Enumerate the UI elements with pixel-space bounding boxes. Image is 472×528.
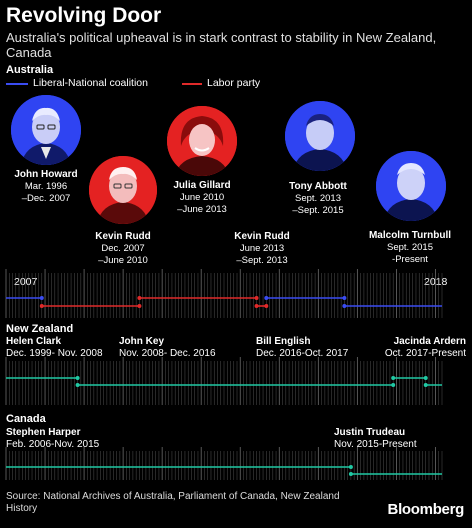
- pm-term: Nov. 2015-Present: [334, 439, 417, 450]
- pm-name: John Key: [119, 336, 165, 347]
- pm-term: Dec. 1999- Nov. 2008: [6, 348, 103, 359]
- pm-term-end: -Present: [392, 254, 428, 265]
- legend-swatch-coalition: [6, 83, 28, 85]
- term-end-marker: [39, 296, 44, 300]
- pm-term-start: June 2013: [239, 243, 285, 254]
- page-title: Revolving Door: [6, 4, 162, 27]
- pm-label-stephen-harper: Stephen Harper Feb. 2006-Nov. 2015: [6, 427, 99, 451]
- term-start-marker: [264, 296, 269, 300]
- pm-label-julia-gillard: Julia Gillard June 2010 –June 2013: [147, 180, 257, 216]
- section-label-australia: Australia: [6, 64, 54, 76]
- pm-term-start: Mar. 1996: [24, 181, 68, 192]
- pm-term: Feb. 2006-Nov. 2015: [6, 439, 100, 450]
- pm-term-end: –Dec. 2007: [21, 193, 71, 204]
- pm-name: Stephen Harper: [6, 427, 81, 438]
- legend-label-labor: Labor party: [207, 77, 261, 89]
- portrait-malcolm-turnbull: [376, 151, 446, 221]
- pm-term: Oct. 2017-Present: [384, 348, 466, 359]
- section-label-canada: Canada: [6, 413, 46, 425]
- pm-label-tony-abbott: Tony Abbott Sept. 2013 –Sept. 2015: [263, 181, 373, 217]
- pm-name: Malcolm Turnbull: [368, 230, 452, 241]
- term-start-marker: [423, 383, 428, 387]
- term-start-marker: [342, 304, 347, 308]
- term-end-marker: [75, 376, 80, 380]
- pm-name: Julia Gillard: [173, 180, 231, 191]
- legend-swatch-labor: [182, 83, 202, 85]
- pm-term-start: Dec. 2007: [101, 243, 145, 254]
- pm-label-john-howard: John Howard Mar. 1996 –Dec. 2007: [0, 169, 101, 205]
- term-end-marker: [348, 465, 353, 469]
- pm-name: Jacinda Ardern: [393, 336, 466, 347]
- bloomberg-logo: Bloomberg: [387, 501, 465, 518]
- pm-name: Kevin Rudd: [95, 231, 151, 242]
- term-start-marker: [254, 304, 259, 308]
- pm-name: Kevin Rudd: [234, 231, 290, 242]
- pm-term: Nov. 2008- Dec. 2016: [119, 348, 216, 359]
- portrait-john-howard: [11, 95, 81, 165]
- pm-label-john-key: John Key Nov. 2008- Dec. 2016: [119, 336, 216, 360]
- pm-name: Bill English: [256, 336, 311, 347]
- pm-label-bill-english: Bill English Dec. 2016-Oct. 2017: [256, 336, 348, 360]
- pm-label-justin-trudeau: Justin Trudeau Nov. 2015-Present: [334, 427, 417, 451]
- term-start-marker: [39, 304, 44, 308]
- term-end-marker: [254, 296, 259, 300]
- pm-name: John Howard: [14, 169, 78, 180]
- term-start-marker: [75, 383, 80, 387]
- pm-label-malcolm-turnbull: Malcolm Turnbull Sept. 2015 -Present: [355, 230, 465, 266]
- page-subtitle: Australia's political upheaval is in sta…: [6, 30, 437, 60]
- term-start-marker: [391, 376, 396, 380]
- source-note: Source: National Archives of Australia, …: [6, 491, 340, 514]
- pm-label-helen-clark: Helen Clark Dec. 1999- Nov. 2008: [6, 336, 103, 360]
- term-start-marker: [137, 296, 142, 300]
- legend-label-coalition: Liberal-National coalition: [33, 77, 148, 89]
- pm-name: Helen Clark: [6, 336, 62, 347]
- pm-name: Justin Trudeau: [334, 427, 406, 438]
- pm-term: Dec. 2016-Oct. 2017: [256, 348, 349, 359]
- pm-term-start: Sept. 2013: [295, 193, 341, 204]
- portrait-julia-gillard: [167, 106, 237, 176]
- portrait-tony-abbott: [285, 101, 355, 171]
- pm-term-end: –Sept. 2015: [292, 205, 344, 216]
- pm-name: Tony Abbott: [289, 181, 347, 192]
- term-end-marker: [137, 304, 142, 308]
- pm-term-end: –June 2013: [177, 204, 227, 215]
- section-label-new-zealand: New Zealand: [6, 323, 74, 335]
- term-start-marker: [348, 472, 353, 476]
- portrait-kevin-rudd: [89, 156, 157, 224]
- pm-label-kevin-rudd-2: Kevin Rudd June 2013 –Sept. 2013: [207, 231, 317, 267]
- term-end-marker: [391, 383, 396, 387]
- pm-term-start: Sept. 2015: [387, 242, 433, 253]
- term-end-marker: [423, 376, 428, 380]
- pm-term-end: –June 2010: [98, 255, 148, 266]
- pm-label-jacinda-ardern: Jacinda Ardern Oct. 2017-Present: [376, 336, 466, 360]
- pm-label-kevin-rudd-1: Kevin Rudd Dec. 2007 –June 2010: [68, 231, 178, 267]
- term-end-marker: [264, 304, 269, 308]
- pm-term-start: June 2010: [179, 192, 225, 203]
- term-end-marker: [342, 296, 347, 300]
- pm-term-end: –Sept. 2013: [236, 255, 288, 266]
